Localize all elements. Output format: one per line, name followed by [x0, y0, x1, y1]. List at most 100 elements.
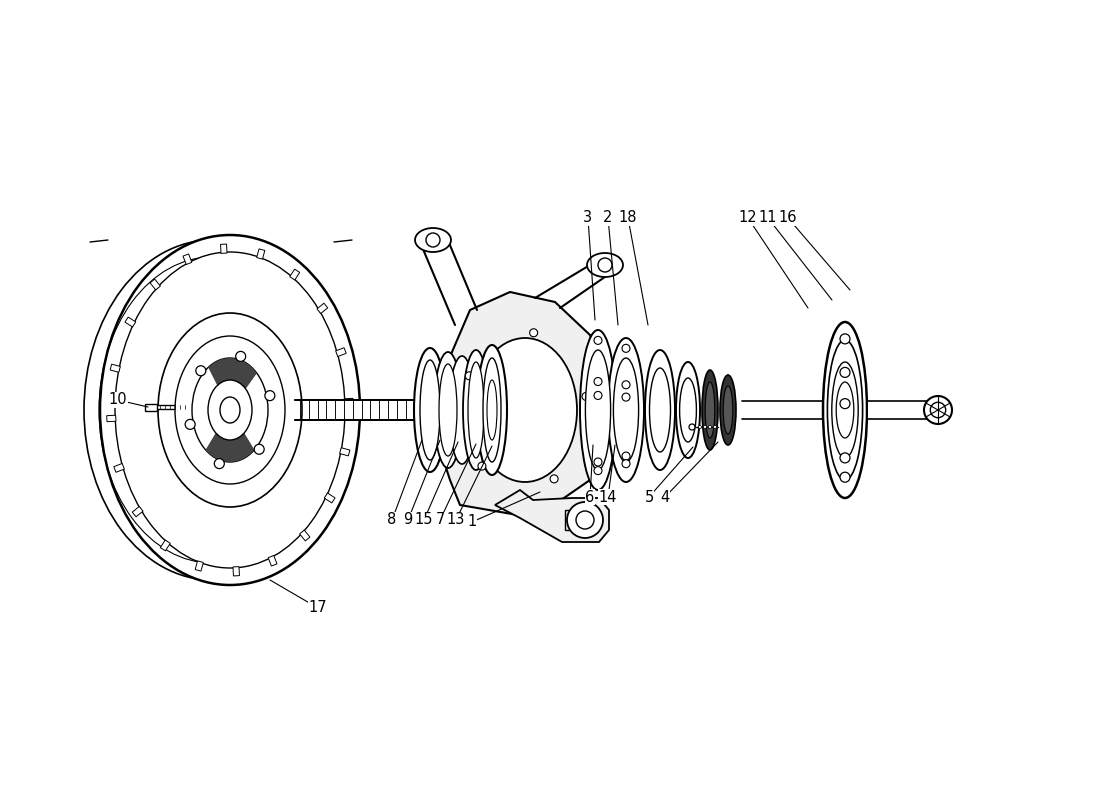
Circle shape — [621, 344, 630, 352]
Polygon shape — [220, 244, 227, 254]
Circle shape — [840, 472, 850, 482]
Text: 5: 5 — [645, 490, 653, 505]
Polygon shape — [495, 490, 609, 542]
Ellipse shape — [587, 253, 623, 277]
Circle shape — [840, 453, 850, 463]
Text: 13: 13 — [447, 513, 465, 527]
Circle shape — [621, 393, 630, 401]
Ellipse shape — [483, 358, 500, 462]
Ellipse shape — [468, 362, 484, 458]
Polygon shape — [125, 317, 135, 327]
Ellipse shape — [477, 345, 507, 475]
Text: 14: 14 — [598, 490, 617, 505]
Ellipse shape — [100, 235, 360, 585]
Ellipse shape — [836, 382, 854, 438]
Ellipse shape — [614, 358, 639, 462]
Text: 17: 17 — [309, 601, 328, 615]
Polygon shape — [437, 292, 607, 518]
Text: 1: 1 — [468, 514, 476, 530]
Circle shape — [185, 419, 195, 430]
Text: 15: 15 — [415, 513, 433, 527]
Text: 4: 4 — [660, 490, 670, 505]
Text: 2: 2 — [603, 210, 613, 226]
Circle shape — [214, 458, 224, 469]
Polygon shape — [344, 398, 353, 405]
Text: 18: 18 — [618, 210, 637, 226]
Text: 10: 10 — [109, 393, 128, 407]
Text: 6: 6 — [585, 490, 595, 505]
Ellipse shape — [676, 362, 700, 458]
Circle shape — [582, 393, 590, 401]
Bar — [155, 405, 190, 409]
Text: 9: 9 — [404, 513, 412, 527]
Ellipse shape — [720, 375, 736, 445]
Circle shape — [529, 329, 538, 337]
Ellipse shape — [434, 352, 462, 468]
Polygon shape — [150, 279, 161, 290]
Ellipse shape — [439, 364, 456, 456]
Polygon shape — [113, 463, 124, 472]
Circle shape — [931, 402, 946, 418]
Text: 11: 11 — [759, 210, 778, 226]
Polygon shape — [107, 415, 116, 422]
Circle shape — [594, 466, 602, 474]
Circle shape — [704, 426, 706, 429]
Circle shape — [621, 381, 630, 389]
Bar — [145, 403, 157, 410]
Circle shape — [254, 444, 264, 454]
Ellipse shape — [680, 378, 696, 442]
Ellipse shape — [649, 368, 671, 452]
Polygon shape — [206, 420, 254, 462]
Polygon shape — [208, 358, 257, 401]
Polygon shape — [110, 364, 120, 372]
Circle shape — [235, 351, 245, 362]
Polygon shape — [161, 540, 170, 551]
Polygon shape — [268, 555, 277, 566]
Text: 16: 16 — [779, 210, 798, 226]
Polygon shape — [195, 561, 204, 571]
Ellipse shape — [832, 362, 858, 458]
Circle shape — [708, 426, 712, 429]
Ellipse shape — [420, 360, 440, 460]
Circle shape — [840, 398, 850, 409]
Circle shape — [594, 391, 602, 399]
Circle shape — [550, 475, 558, 483]
Ellipse shape — [702, 370, 718, 450]
Bar — [295, 400, 490, 420]
Circle shape — [598, 258, 612, 272]
Ellipse shape — [645, 350, 675, 470]
Ellipse shape — [415, 228, 451, 252]
Ellipse shape — [414, 348, 446, 472]
Circle shape — [714, 426, 716, 429]
Circle shape — [426, 233, 440, 247]
Bar — [868, 401, 928, 419]
Circle shape — [840, 334, 850, 344]
Ellipse shape — [192, 358, 268, 462]
Bar — [742, 401, 866, 419]
Circle shape — [594, 336, 602, 344]
Bar — [565, 510, 588, 530]
Ellipse shape — [208, 380, 252, 440]
Ellipse shape — [158, 313, 302, 507]
Polygon shape — [132, 506, 143, 517]
Ellipse shape — [705, 382, 715, 438]
Circle shape — [840, 367, 850, 378]
Circle shape — [621, 460, 630, 468]
Ellipse shape — [723, 386, 733, 434]
Ellipse shape — [585, 350, 611, 470]
Ellipse shape — [463, 350, 490, 470]
Polygon shape — [289, 269, 299, 280]
Ellipse shape — [116, 252, 345, 568]
Polygon shape — [299, 530, 310, 541]
Polygon shape — [256, 249, 265, 259]
Text: 12: 12 — [739, 210, 757, 226]
Circle shape — [594, 378, 602, 386]
Text: 7: 7 — [436, 513, 444, 527]
Circle shape — [265, 390, 275, 401]
Circle shape — [465, 372, 473, 380]
Text: 3: 3 — [583, 210, 593, 226]
Circle shape — [477, 462, 486, 470]
Circle shape — [621, 452, 630, 460]
Circle shape — [576, 511, 594, 529]
Circle shape — [594, 458, 602, 466]
